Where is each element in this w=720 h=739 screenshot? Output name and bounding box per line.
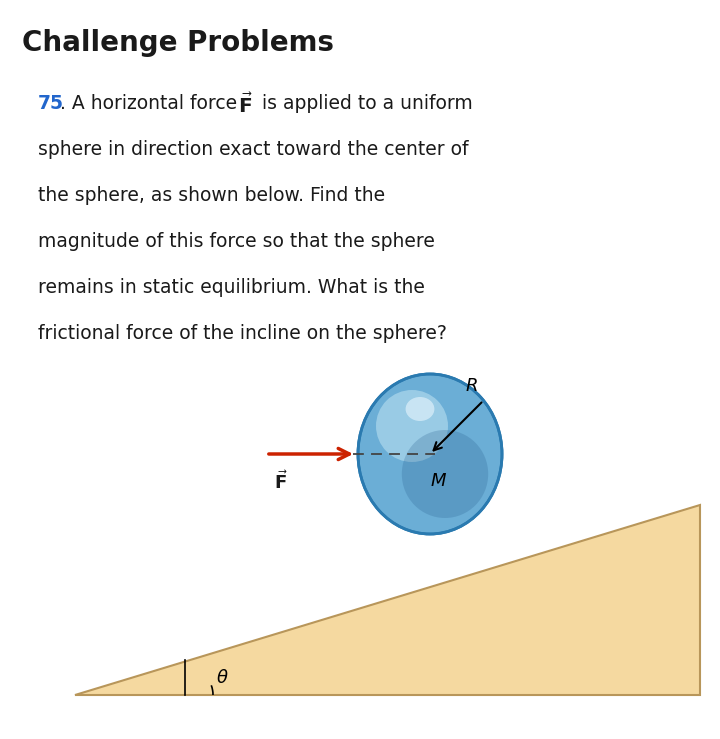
Text: magnitude of this force so that the sphere: magnitude of this force so that the sphe… [38, 232, 435, 251]
Text: the sphere, as shown below. Find the: the sphere, as shown below. Find the [38, 186, 385, 205]
Text: is applied to a uniform: is applied to a uniform [256, 94, 473, 113]
Text: $\vec{\mathbf{F}}$: $\vec{\mathbf{F}}$ [274, 470, 288, 493]
Text: 75: 75 [38, 94, 64, 113]
Text: Challenge Problems: Challenge Problems [22, 29, 334, 57]
Text: R: R [466, 378, 478, 395]
Text: $\vec{\mathbf{F}}$: $\vec{\mathbf{F}}$ [238, 92, 253, 117]
Text: M: M [431, 472, 446, 490]
Ellipse shape [358, 374, 502, 534]
Text: . A horizontal force: . A horizontal force [60, 94, 243, 113]
Ellipse shape [402, 430, 488, 518]
Polygon shape [75, 505, 700, 695]
Text: sphere in direction exact toward the center of: sphere in direction exact toward the cen… [38, 140, 469, 159]
Ellipse shape [376, 390, 448, 462]
Text: frictional force of the incline on the sphere?: frictional force of the incline on the s… [38, 324, 447, 343]
Text: remains in static equilibrium. What is the: remains in static equilibrium. What is t… [38, 278, 425, 297]
Text: θ: θ [217, 669, 228, 687]
Ellipse shape [405, 397, 434, 421]
